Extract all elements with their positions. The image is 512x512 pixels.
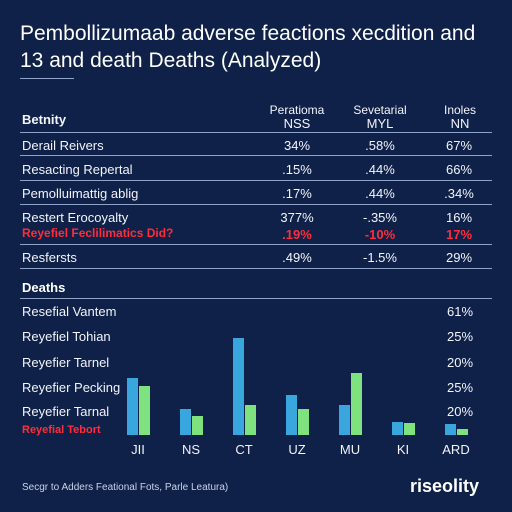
column-header-3: Inoles NN <box>425 103 495 131</box>
row-label: Pemolluimattig ablig <box>22 186 139 201</box>
bar-jii-series-1 <box>127 378 138 435</box>
row-label: Resfersts <box>22 250 77 265</box>
column-header-3-bottom: NN <box>450 116 470 131</box>
table-row-header: Betnity <box>22 112 67 127</box>
table-cell: 66% <box>445 162 473 177</box>
x-tick-label: KI <box>397 442 409 457</box>
bar-mu-series-1 <box>339 405 350 435</box>
chart-title: Pembollizumaab adverse feactions xecditi… <box>20 22 476 72</box>
table-cell: .19% <box>282 227 312 242</box>
column-header-2: Sevetarial MYL <box>340 103 420 131</box>
row-divider <box>20 204 492 205</box>
table-cell: 377% <box>280 210 314 225</box>
bar-ard-series-2 <box>457 429 468 435</box>
x-tick-label: JII <box>131 442 145 457</box>
death-row-value: 25% <box>446 329 474 344</box>
column-header-1-bottom: NSS <box>283 116 311 131</box>
row-divider <box>20 244 492 245</box>
table-header-divider <box>20 132 492 133</box>
bar-ct-series-1 <box>233 338 244 435</box>
row-divider <box>20 268 492 269</box>
column-header-1-top: Peratioma <box>269 103 325 117</box>
table-cell: .15% <box>282 162 312 177</box>
x-tick-label: MU <box>340 442 360 457</box>
x-tick-label: UZ <box>288 442 305 457</box>
deaths-divider <box>20 298 492 299</box>
bar-ki-series-2 <box>404 423 415 435</box>
table-cell: 34% <box>283 138 311 153</box>
brand-logo: riseolity <box>410 476 480 496</box>
table-cell: -10% <box>364 227 396 242</box>
table-cell: -1.5% <box>363 250 397 265</box>
bar-uz-series-2 <box>298 409 309 435</box>
row-label: Derail Reivers <box>22 138 104 153</box>
death-row-value: 20% <box>446 355 474 370</box>
table-cell: .58% <box>365 138 395 153</box>
column-header-3-top: Inoles <box>443 103 477 117</box>
bar-mu-series-2 <box>351 373 362 435</box>
x-tick-label: NS <box>182 442 200 457</box>
row-label: Restert Erocoyalty <box>22 210 129 225</box>
table-cell: -.35% <box>363 210 397 225</box>
column-header-1: Peratioma NSS <box>259 103 335 131</box>
death-row-label: Reyefier Tarnel <box>22 355 110 370</box>
death-row-label: Resefial Vantem <box>22 304 117 319</box>
bar-ct-series-2 <box>245 405 256 435</box>
death-row-label: Reyefiel Tohian <box>22 329 111 344</box>
death-row-label: Reyefier Pecking <box>22 380 121 395</box>
table-cell: .44% <box>365 162 395 177</box>
death-row-value: 61% <box>446 304 474 319</box>
row-divider <box>20 155 492 156</box>
footer-note: Secgr to Adders Feational Fots, Parle Le… <box>22 482 229 493</box>
title-divider <box>20 78 74 79</box>
table-cell: .44% <box>365 186 395 201</box>
column-header-2-bottom: MYL <box>366 116 394 131</box>
x-tick-label: ARD <box>442 442 469 457</box>
table-cell: 67% <box>445 138 473 153</box>
death-row-value: 25% <box>446 380 474 395</box>
bar-ns-series-2 <box>192 416 203 435</box>
table-cell: .34% <box>444 186 474 201</box>
row-label: Resacting Repertal <box>22 162 133 177</box>
deaths-section-label: Deaths <box>22 280 66 295</box>
bar-ki-series-1 <box>392 422 403 435</box>
column-header-2-top: Sevetarial <box>353 103 407 117</box>
bar-ns-series-1 <box>180 409 191 435</box>
table-cell: 29% <box>445 250 473 265</box>
table-cell: 17% <box>445 227 473 242</box>
table-cell: .49% <box>282 250 312 265</box>
x-tick-label: CT <box>235 442 252 457</box>
row-divider <box>20 180 492 181</box>
death-row-label-highlighted: Reyefial Tebort <box>22 424 101 436</box>
table-cell: .17% <box>282 186 312 201</box>
death-row-label: Reyefier Tarnal <box>22 404 110 419</box>
row-label: Reyefiel Feclilimatics Did? <box>22 226 174 240</box>
bar-jii-series-2 <box>139 386 150 435</box>
table-cell: 16% <box>445 210 473 225</box>
bar-ard-series-1 <box>445 424 456 435</box>
death-row-value: 20% <box>446 404 474 419</box>
bar-uz-series-1 <box>286 395 297 435</box>
